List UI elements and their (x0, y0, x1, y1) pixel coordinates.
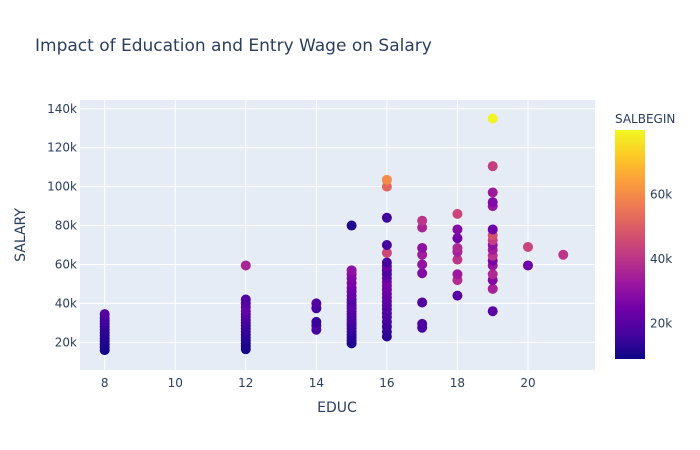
scatter-point (452, 224, 463, 235)
scatter-point (452, 208, 463, 219)
y-tick-label: 100k (47, 180, 77, 194)
scatter-point (487, 187, 498, 198)
colorbar-tick-label: 40k (650, 252, 672, 266)
y-axis-ticks: 20k 40k 60k 80k 100k 120k 140k (47, 102, 77, 350)
y-tick-label: 140k (47, 102, 77, 116)
scatter-point (487, 283, 498, 294)
scatter-point (452, 269, 463, 280)
scatter-point (522, 241, 533, 252)
scatter-point (487, 224, 498, 235)
x-tick-label: 14 (309, 376, 324, 390)
colorbar-ticks: 20k 40k 60k (650, 188, 672, 331)
scatter-point (487, 306, 498, 317)
scatter-point (311, 298, 322, 309)
scatter-point (452, 233, 463, 244)
x-tick-label: 16 (379, 376, 394, 390)
scatter-point (487, 113, 498, 124)
x-tick-label: 18 (450, 376, 465, 390)
scatter-point (417, 259, 428, 270)
scatter-point (452, 254, 463, 265)
scatter-point (558, 249, 569, 260)
scatter-point (346, 220, 357, 231)
x-tick-label: 8 (101, 376, 109, 390)
scatter-point (522, 260, 533, 271)
scatter-point (487, 161, 498, 172)
scatter-point (240, 260, 251, 271)
scatter-point (417, 242, 428, 253)
x-tick-label: 12 (238, 376, 253, 390)
y-tick-label: 80k (55, 219, 77, 233)
plot-background (80, 100, 595, 370)
scatter-point (487, 197, 498, 208)
chart-title: Impact of Education and Entry Wage on Sa… (35, 36, 432, 56)
y-axis-label: SALARY (13, 208, 29, 262)
y-tick-label: 40k (55, 296, 77, 310)
scatter-point (381, 174, 392, 185)
y-tick-label: 20k (55, 335, 77, 349)
scatter-point (452, 290, 463, 301)
scatter-point (311, 316, 322, 327)
scatter-point (99, 309, 110, 320)
y-tick-label: 120k (47, 141, 77, 155)
scatter-point (487, 269, 498, 280)
scatter-point (381, 257, 392, 268)
scatter-point (240, 294, 251, 305)
x-tick-label: 20 (520, 376, 535, 390)
scatter-point (381, 247, 392, 258)
colorbar-tick-label: 20k (650, 317, 672, 331)
scatter-point (417, 268, 428, 279)
x-axis-label: EDUC (317, 400, 357, 416)
scatter-point (452, 242, 463, 253)
colorbar-tick-label: 60k (650, 188, 672, 202)
x-tick-label: 10 (168, 376, 183, 390)
y-tick-label: 60k (55, 257, 77, 271)
scatter-points (99, 113, 569, 356)
scatter-point (417, 215, 428, 226)
colorbar (615, 130, 645, 359)
colorbar-title: SALBEGIN (615, 112, 675, 126)
scatter-point (381, 212, 392, 223)
scatter-point (381, 240, 392, 251)
scatter-point (417, 297, 428, 308)
x-axis-ticks: 8 10 12 14 16 18 20 (101, 376, 536, 390)
scatter-point (346, 265, 357, 276)
scatter-point (417, 318, 428, 329)
